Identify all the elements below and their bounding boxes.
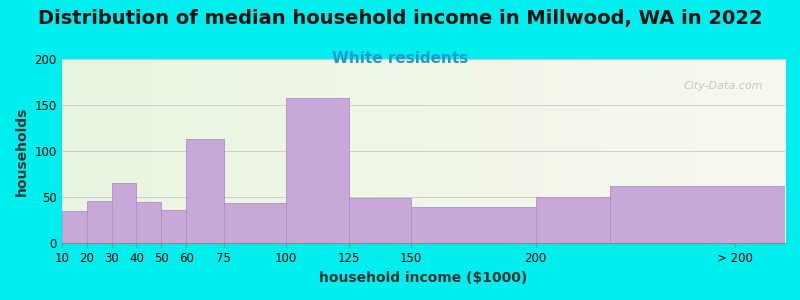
Bar [349, 198, 411, 243]
Text: Distribution of median household income in Millwood, WA in 2022: Distribution of median household income … [38, 9, 762, 28]
Text: White residents: White residents [332, 51, 468, 66]
Bar [610, 186, 785, 243]
Text: City-Data.com: City-Data.com [684, 81, 763, 91]
Bar [137, 202, 162, 243]
Bar [86, 201, 111, 243]
Bar [62, 211, 86, 243]
Bar [224, 203, 286, 243]
Bar [111, 184, 137, 243]
X-axis label: household income ($1000): household income ($1000) [319, 271, 527, 285]
Bar [535, 197, 610, 243]
Bar [411, 206, 535, 243]
Bar [162, 210, 186, 243]
Y-axis label: households: households [15, 106, 29, 196]
Bar [186, 139, 224, 243]
Bar [286, 98, 349, 243]
